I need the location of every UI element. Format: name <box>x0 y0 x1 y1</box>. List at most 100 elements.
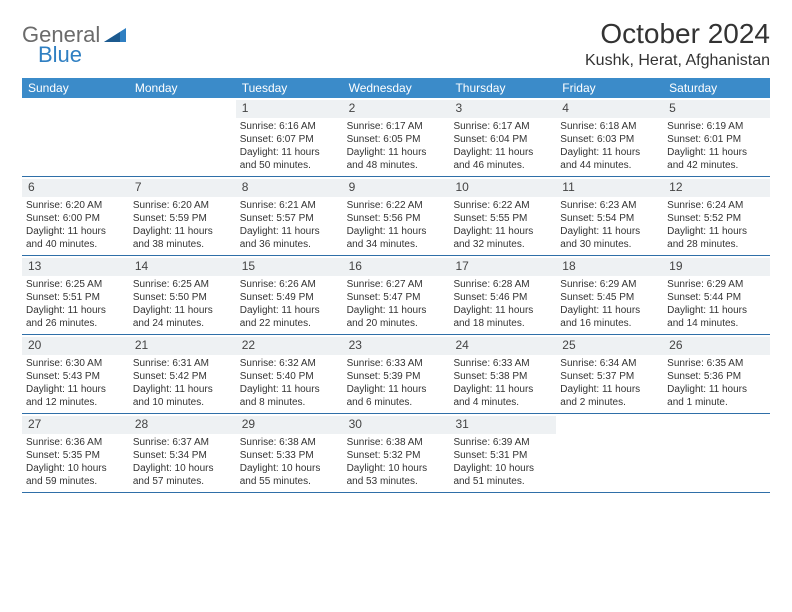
day-dl1: Daylight: 11 hours <box>133 225 232 238</box>
dow-sunday: Sunday <box>22 78 129 98</box>
day-body: Sunrise: 6:38 AMSunset: 5:33 PMDaylight:… <box>240 436 339 488</box>
day-cell: 13Sunrise: 6:25 AMSunset: 5:51 PMDayligh… <box>22 256 129 334</box>
day-body: Sunrise: 6:17 AMSunset: 6:05 PMDaylight:… <box>347 120 446 172</box>
day-dl1: Daylight: 11 hours <box>347 146 446 159</box>
day-dl2: and 26 minutes. <box>26 317 125 330</box>
day-body: Sunrise: 6:38 AMSunset: 5:32 PMDaylight:… <box>347 436 446 488</box>
day-sr: Sunrise: 6:29 AM <box>667 278 766 291</box>
logo-text-blue: Blue <box>38 42 82 67</box>
day-number: 3 <box>449 100 556 118</box>
day-number: 28 <box>129 416 236 434</box>
day-sr: Sunrise: 6:25 AM <box>133 278 232 291</box>
day-cell: 28Sunrise: 6:37 AMSunset: 5:34 PMDayligh… <box>129 414 236 492</box>
day-number: 19 <box>663 258 770 276</box>
dow-saturday: Saturday <box>663 78 770 98</box>
day-dl1: Daylight: 11 hours <box>667 146 766 159</box>
day-dl1: Daylight: 11 hours <box>240 146 339 159</box>
day-body: Sunrise: 6:35 AMSunset: 5:36 PMDaylight:… <box>667 357 766 409</box>
week-row: 20Sunrise: 6:30 AMSunset: 5:43 PMDayligh… <box>22 335 770 414</box>
day-sr: Sunrise: 6:24 AM <box>667 199 766 212</box>
day-sr: Sunrise: 6:16 AM <box>240 120 339 133</box>
day-cell: 6Sunrise: 6:20 AMSunset: 6:00 PMDaylight… <box>22 177 129 255</box>
day-sr: Sunrise: 6:32 AM <box>240 357 339 370</box>
day-ss: Sunset: 5:31 PM <box>453 449 552 462</box>
day-ss: Sunset: 5:39 PM <box>347 370 446 383</box>
day-dl2: and 53 minutes. <box>347 475 446 488</box>
day-number: 20 <box>22 337 129 355</box>
day-dl2: and 59 minutes. <box>26 475 125 488</box>
day-dl2: and 36 minutes. <box>240 238 339 251</box>
day-ss: Sunset: 5:42 PM <box>133 370 232 383</box>
day-dl2: and 12 minutes. <box>26 396 125 409</box>
day-dl2: and 28 minutes. <box>667 238 766 251</box>
day-dl1: Daylight: 11 hours <box>453 383 552 396</box>
day-dl2: and 38 minutes. <box>133 238 232 251</box>
day-ss: Sunset: 5:34 PM <box>133 449 232 462</box>
day-body: Sunrise: 6:29 AMSunset: 5:44 PMDaylight:… <box>667 278 766 330</box>
day-cell: 19 Sunrise: 6:29 AMSunset: 5:44 PMDayligh… <box>663 256 770 334</box>
dow-friday: Friday <box>556 78 663 98</box>
day-number: 14 <box>129 258 236 276</box>
day-dl2: and 14 minutes. <box>667 317 766 330</box>
logo-triangle-icon <box>104 26 126 47</box>
day-number: 5 <box>663 100 770 118</box>
day-cell: 3 Sunrise: 6:17 AMSunset: 6:04 PMDaylight… <box>449 98 556 176</box>
day-body: Sunrise: 6:26 AMSunset: 5:49 PMDaylight:… <box>240 278 339 330</box>
day-number: 21 <box>129 337 236 355</box>
day-dl2: and 8 minutes. <box>240 396 339 409</box>
day-ss: Sunset: 5:51 PM <box>26 291 125 304</box>
day-dl1: Daylight: 11 hours <box>240 225 339 238</box>
day-dl1: Daylight: 11 hours <box>133 304 232 317</box>
day-dl1: Daylight: 11 hours <box>26 225 125 238</box>
day-cell: 16 Sunrise: 6:27 AMSunset: 5:47 PMDayligh… <box>343 256 450 334</box>
day-dl2: and 16 minutes. <box>560 317 659 330</box>
day-dl1: Daylight: 11 hours <box>453 146 552 159</box>
day-ss: Sunset: 5:57 PM <box>240 212 339 225</box>
day-body: Sunrise: 6:21 AMSunset: 5:57 PMDaylight:… <box>240 199 339 251</box>
day-dl2: and 46 minutes. <box>453 159 552 172</box>
day-body: Sunrise: 6:32 AMSunset: 5:40 PMDaylight:… <box>240 357 339 409</box>
day-cell: 17Sunrise: 6:28 AMSunset: 5:46 PMDayligh… <box>449 256 556 334</box>
day-number: 9 <box>343 179 450 197</box>
day-sr: Sunrise: 6:20 AM <box>26 199 125 212</box>
day-ss: Sunset: 5:45 PM <box>560 291 659 304</box>
day-ss: Sunset: 6:05 PM <box>347 133 446 146</box>
day-cell: 26 Sunrise: 6:35 AMSunset: 5:36 PMDayligh… <box>663 335 770 413</box>
day-sr: Sunrise: 6:26 AM <box>240 278 339 291</box>
day-cell: 27Sunrise: 6:36 AMSunset: 5:35 PMDayligh… <box>22 414 129 492</box>
day-dl1: Daylight: 11 hours <box>560 383 659 396</box>
dow-tuesday: Tuesday <box>236 78 343 98</box>
day-number: 7 <box>129 179 236 197</box>
day-number: 26 <box>663 337 770 355</box>
day-ss: Sunset: 5:55 PM <box>453 212 552 225</box>
day-ss: Sunset: 5:40 PM <box>240 370 339 383</box>
day-ss: Sunset: 5:54 PM <box>560 212 659 225</box>
day-body: Sunrise: 6:29 AMSunset: 5:45 PMDaylight:… <box>560 278 659 330</box>
day-body: Sunrise: 6:17 AMSunset: 6:04 PMDaylight:… <box>453 120 552 172</box>
day-dl1: Daylight: 11 hours <box>560 146 659 159</box>
day-number: 29 <box>236 416 343 434</box>
day-ss: Sunset: 5:43 PM <box>26 370 125 383</box>
day-body: Sunrise: 6:24 AMSunset: 5:52 PMDaylight:… <box>667 199 766 251</box>
day-dl1: Daylight: 11 hours <box>560 225 659 238</box>
day-cell <box>663 414 770 492</box>
dow-monday: Monday <box>129 78 236 98</box>
day-dl2: and 18 minutes. <box>453 317 552 330</box>
day-sr: Sunrise: 6:17 AM <box>347 120 446 133</box>
day-dl2: and 20 minutes. <box>347 317 446 330</box>
header: General October 2024 Kushk, Herat, Afgha… <box>22 18 770 70</box>
day-body: Sunrise: 6:22 AMSunset: 5:55 PMDaylight:… <box>453 199 552 251</box>
day-sr: Sunrise: 6:35 AM <box>667 357 766 370</box>
day-sr: Sunrise: 6:38 AM <box>347 436 446 449</box>
day-number: 16 <box>343 258 450 276</box>
day-sr: Sunrise: 6:28 AM <box>453 278 552 291</box>
day-ss: Sunset: 6:07 PM <box>240 133 339 146</box>
day-sr: Sunrise: 6:22 AM <box>347 199 446 212</box>
day-number: 12 <box>663 179 770 197</box>
day-number: 15 <box>236 258 343 276</box>
day-dl2: and 2 minutes. <box>560 396 659 409</box>
day-dl1: Daylight: 11 hours <box>26 304 125 317</box>
day-ss: Sunset: 5:46 PM <box>453 291 552 304</box>
day-body: Sunrise: 6:27 AMSunset: 5:47 PMDaylight:… <box>347 278 446 330</box>
day-dl2: and 32 minutes. <box>453 238 552 251</box>
